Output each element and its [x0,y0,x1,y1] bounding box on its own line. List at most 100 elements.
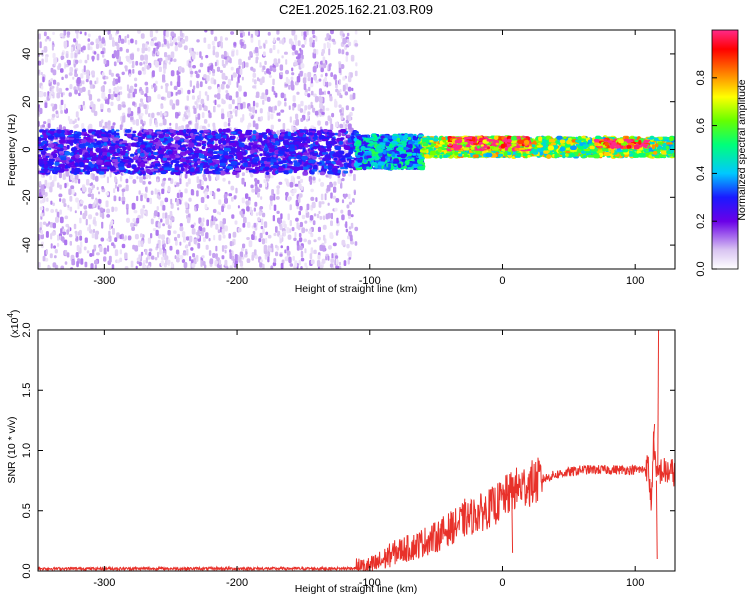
heatmap-cell [42,124,45,128]
heatmap-cell [291,125,294,131]
heatmap-cell [70,52,74,59]
heatmap-cell [322,56,326,64]
heatmap-cell [300,63,305,69]
heatmap-cell [256,144,262,148]
heatmap-cell [125,48,129,53]
heatmap-cell [225,156,232,159]
heatmap-cell [263,221,268,228]
heatmap-cell [324,90,326,95]
heatmap-cell [228,233,231,239]
heatmap-cell [238,85,242,92]
heatmap-cell [179,158,187,162]
heatmap-cell [346,32,350,37]
heatmap-cell [345,51,349,56]
heatmap-cell [180,192,183,198]
heatmap-cell [306,203,310,211]
heatmap-cell [172,151,178,155]
heatmap-cell [259,206,264,210]
heatmap-cell [118,144,126,147]
heatmap-cell [138,254,141,260]
heatmap-cell [273,193,276,201]
heatmap-cell [152,37,155,41]
heatmap-cell [117,76,121,83]
heatmap-cell [317,169,320,175]
heatmap-cell [199,222,204,227]
heatmap-cell [186,128,190,133]
heatmap-cell [79,150,83,155]
heatmap-cell [266,68,270,74]
heatmap-cell [96,186,99,191]
heatmap-cell [165,217,169,225]
heatmap-cell [267,96,271,102]
heatmap-cell [140,167,145,171]
heatmap-cell [103,58,107,65]
heatmap-cell [59,216,64,224]
heatmap-cell [150,218,154,225]
heatmap-cell [350,72,353,78]
heatmap-cell [148,248,153,252]
heatmap-cell [58,150,65,155]
heatmap-cell [288,38,293,45]
heatmap-cell [85,142,91,146]
heatmap-cell [338,48,341,54]
heatmap-cell [81,86,86,92]
heatmap-cell [123,157,130,160]
heatmap-cell [212,170,216,174]
heatmap-cell [141,102,144,107]
heatmap-cell [189,168,195,172]
heatmap-cell [42,157,49,162]
heatmap-cell [114,78,119,85]
heatmap-cell [347,139,353,143]
heatmap-cell [43,46,48,53]
heatmap-cell [167,138,174,141]
heatmap-cell [188,144,194,148]
heatmap-cell [233,42,237,46]
heatmap-cell [144,93,148,97]
heatmap-cell [92,202,96,208]
heatmap-cell [60,68,64,73]
heatmap-cell [352,92,356,100]
heatmap-cell [63,203,67,207]
heatmap-cell [267,256,270,263]
heatmap-cell [93,110,98,117]
heatmap-cell [298,143,305,147]
heatmap-cell [228,140,235,143]
heatmap-cell [205,171,210,175]
heatmap-cell [291,51,295,56]
heatmap-cell [339,123,344,129]
heatmap-cell [238,256,242,263]
heatmap-cell [91,131,96,135]
heatmap-cell [160,105,164,109]
heatmap-cell [262,228,265,234]
heatmap-cell [82,80,85,85]
heatmap-cell [339,261,341,266]
heatmap-cell [84,210,88,217]
heatmap-cell [221,138,226,141]
heatmap-cell [299,130,307,133]
heatmap-cell [190,224,195,229]
heatmap-cell [78,59,83,64]
heatmap-cell [160,85,163,90]
heatmap-cell [76,77,81,84]
heatmap-cell [219,170,226,176]
heatmap-cell [169,147,177,150]
heatmap-cell [283,153,287,157]
heatmap-cell [108,230,111,237]
heatmap-cell [108,255,112,263]
heatmap-cell [41,85,44,90]
heatmap-cell [170,31,175,37]
heatmap-cell [240,32,244,38]
heatmap-cell [160,183,165,187]
heatmap-cell [273,154,277,158]
heatmap-cell [180,167,185,172]
heatmap-cell [186,217,191,224]
heatmap-cell [215,223,219,230]
heatmap-cell [40,138,47,141]
heatmap-cell [179,199,182,205]
heatmap-cell [251,234,255,240]
heatmap-cell [254,178,258,183]
heatmap-cell [292,44,296,51]
heatmap-cell [38,163,43,166]
heatmap-cell [252,230,256,236]
heatmap-cell [349,169,353,174]
